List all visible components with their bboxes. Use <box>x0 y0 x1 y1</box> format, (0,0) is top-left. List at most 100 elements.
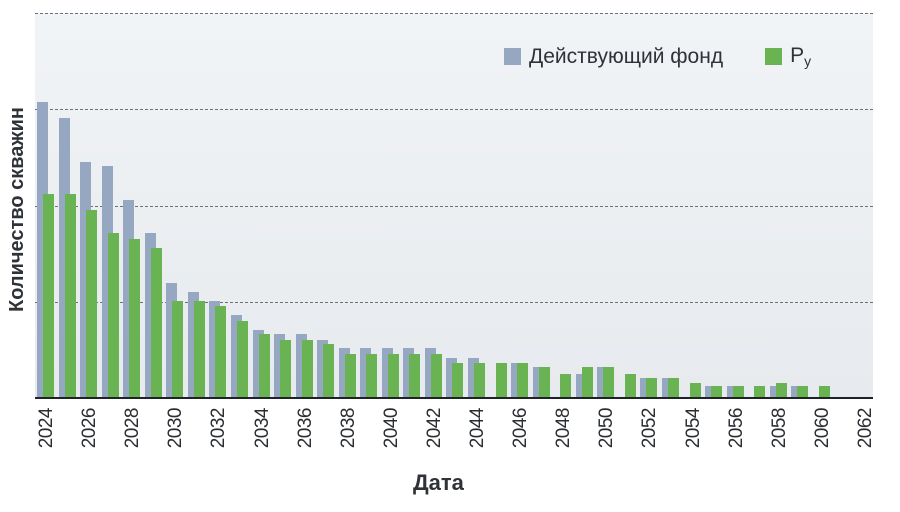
bar-pu-2042 <box>430 353 442 398</box>
bar-active-fund-2059 <box>791 386 803 398</box>
bar-pu-2032 <box>215 305 227 398</box>
bar-active-fund-2049 <box>575 373 587 398</box>
y-axis-title: Количество скважин <box>6 107 28 312</box>
legend-item-pu: Pу <box>765 44 811 69</box>
bar-pu-2058 <box>775 382 787 398</box>
x-tick-label: 2046 <box>510 408 532 449</box>
bar-active-fund-2035 <box>274 334 286 398</box>
bar-pu-2053 <box>667 377 679 398</box>
x-tick-label: 2062 <box>854 408 876 449</box>
bar-pu-2026 <box>86 210 98 398</box>
x-tick-label: 2030 <box>165 408 187 449</box>
bar-pu-2041 <box>409 353 421 398</box>
bar-active-fund-2027 <box>101 166 113 398</box>
bar-active-fund-2029 <box>144 233 156 398</box>
bar-pu-2027 <box>107 233 119 398</box>
bar-pu-2059 <box>797 386 809 398</box>
x-axis-line <box>35 397 873 399</box>
x-tick-label: 2060 <box>811 408 833 449</box>
bar-active-fund-2036 <box>295 334 307 398</box>
bar-active-fund-2056 <box>726 386 738 398</box>
x-tick-label: 2026 <box>79 408 101 449</box>
x-tick-label: 2056 <box>725 408 747 449</box>
x-tick-label: 2032 <box>208 408 230 449</box>
bar-pu-2040 <box>387 353 399 398</box>
bar-pu-2052 <box>646 377 658 398</box>
bar-pu-2039 <box>366 353 378 398</box>
bar-active-fund-2053 <box>661 377 673 398</box>
bar-active-fund-2031 <box>187 292 199 398</box>
bar-pu-2025 <box>64 193 76 398</box>
bar-pu-2060 <box>818 386 830 398</box>
legend-swatch-green <box>765 48 783 65</box>
x-tick-label: 2024 <box>36 408 57 449</box>
bar-active-fund-2039 <box>360 347 372 398</box>
legend-label-active-fund: Действующий фонд <box>529 44 724 68</box>
bar-pu-2028 <box>129 239 141 398</box>
x-tick-label: 2044 <box>467 408 488 449</box>
bar-pu-2056 <box>732 386 744 398</box>
legend-label-pu: Pу <box>790 44 812 69</box>
bar-pu-2024 <box>43 193 54 398</box>
x-tick-label: 2038 <box>337 408 359 449</box>
bar-active-fund-2052 <box>640 377 652 398</box>
x-tick-label: 2040 <box>380 408 402 449</box>
bar-pu-2049 <box>581 367 593 398</box>
x-tick-label: 2052 <box>639 408 661 449</box>
bar-active-fund-2058 <box>769 386 781 398</box>
x-tick-label: 2034 <box>251 408 273 449</box>
bar-active-fund-2046 <box>511 363 523 398</box>
bar-active-fund-2041 <box>403 347 415 398</box>
bar-pu-2030 <box>172 300 184 398</box>
bar-active-fund-2026 <box>80 162 92 398</box>
gridline <box>35 13 873 14</box>
bar-active-fund-2034 <box>252 329 264 398</box>
bar-pu-2051 <box>624 373 636 398</box>
bar-pu-2044 <box>474 363 485 398</box>
bar-pu-2037 <box>323 344 335 398</box>
bar-pu-2034 <box>258 334 270 398</box>
bar-active-fund-2047 <box>532 367 544 398</box>
legend: Действующий фонд Pу <box>504 44 853 69</box>
bar-pu-2029 <box>150 247 162 398</box>
bar-pu-2045 <box>495 363 507 398</box>
bar-pu-2038 <box>344 353 356 398</box>
bar-active-fund-2032 <box>209 300 221 398</box>
bar-active-fund-2024 <box>37 101 48 398</box>
bar-pu-2043 <box>452 363 464 398</box>
bar-active-fund-2050 <box>597 367 609 398</box>
bar-active-fund-2037 <box>317 340 329 398</box>
bar-active-fund-2028 <box>123 199 135 398</box>
x-tick-label: 2050 <box>596 408 618 449</box>
bar-pu-2046 <box>517 363 529 398</box>
bar-pu-2050 <box>603 367 615 398</box>
x-tick-label: 2042 <box>423 408 445 449</box>
bar-active-fund-2044 <box>468 357 479 398</box>
bar-pu-2035 <box>280 340 292 398</box>
bar-pu-2048 <box>560 373 572 398</box>
legend-swatch-blue <box>504 48 521 65</box>
x-tick-label: 2028 <box>122 408 144 449</box>
bar-pu-2055 <box>711 386 723 398</box>
bar-pu-2031 <box>193 300 205 398</box>
bar-active-fund-2055 <box>705 386 717 398</box>
gridline <box>35 205 873 207</box>
bar-pu-2054 <box>689 382 701 398</box>
x-tick-label: 2054 <box>682 408 704 449</box>
bar-active-fund-2043 <box>446 357 458 398</box>
x-tick-label: 2058 <box>768 408 790 449</box>
bar-active-fund-2038 <box>338 347 350 398</box>
bar-active-fund-2025 <box>58 117 70 398</box>
bar-pu-2047 <box>538 367 550 398</box>
bar-active-fund-2030 <box>166 282 178 398</box>
bar-active-fund-2042 <box>424 347 436 398</box>
gridline <box>35 109 873 111</box>
bar-active-fund-2040 <box>381 347 393 398</box>
x-axis-title: Дата <box>413 470 464 495</box>
x-tick-label: 2036 <box>294 408 316 449</box>
x-tick-label: 2048 <box>553 408 575 449</box>
bar-pu-2036 <box>301 340 313 398</box>
gridline <box>35 301 873 303</box>
bar-pu-2033 <box>236 321 248 398</box>
